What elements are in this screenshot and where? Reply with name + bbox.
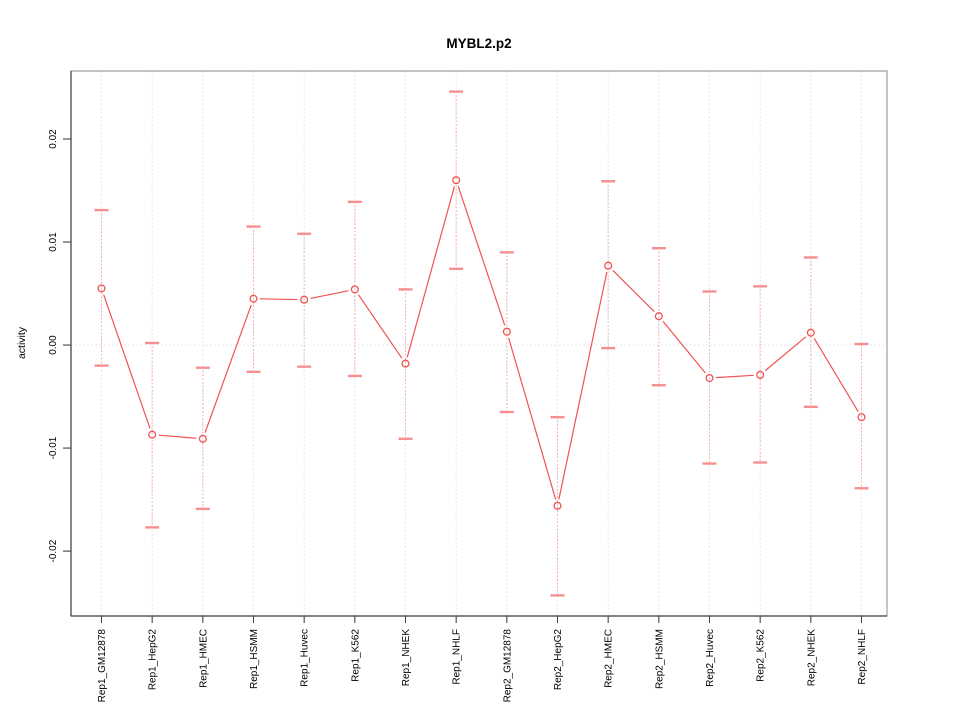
series-segment xyxy=(662,320,706,374)
series-segment xyxy=(558,271,608,500)
series-segment xyxy=(813,337,859,412)
data-point xyxy=(857,413,866,422)
x-tick-label: Rep1_HMEC xyxy=(198,629,209,688)
data-point xyxy=(350,285,359,294)
series-segment xyxy=(612,269,655,313)
x-tick-label: Rep1_K562 xyxy=(350,629,361,682)
series-segment xyxy=(259,298,298,301)
x-tick-label: Rep2_HMEC xyxy=(604,629,615,688)
x-tick-label: Rep2_HepG2 xyxy=(553,629,564,691)
y-tick-label: 0.02 xyxy=(48,129,59,149)
x-tick-label: Rep1_HepG2 xyxy=(148,629,159,691)
y-tick-label: -0.01 xyxy=(48,436,59,459)
y-tick-label: -0.02 xyxy=(48,539,59,562)
chart-title: MYBL2.p2 xyxy=(446,36,511,51)
x-tick-label: Rep2_NHLF xyxy=(857,629,868,685)
x-tick-label: Rep2_K562 xyxy=(756,629,767,682)
x-tick-label: Rep1_HSMM xyxy=(249,629,260,689)
plot-area: -0.02 -0.01 0.00 0.01 0.02 Rep1_GM12878 Rep1_H… xyxy=(48,70,888,703)
x-tick-label: Rep1_NHLF xyxy=(452,629,463,685)
series-segment xyxy=(508,337,557,500)
data-point xyxy=(401,359,410,368)
data-point xyxy=(300,295,309,304)
data-point xyxy=(249,294,258,303)
data-point xyxy=(553,501,562,510)
series-segment xyxy=(715,374,754,379)
y-axis-label: activity xyxy=(16,326,28,359)
series-segment xyxy=(764,336,807,372)
series-segment xyxy=(103,294,151,429)
y-tick-label: 0.01 xyxy=(48,232,59,252)
plot-box xyxy=(70,70,888,617)
data-point xyxy=(148,430,157,439)
data-point xyxy=(756,370,765,379)
x-tick-label: Rep2_Huvec xyxy=(705,629,716,687)
data-point xyxy=(502,327,511,336)
x-tick-label: Rep2_NHEK xyxy=(806,629,817,687)
series-segment xyxy=(158,434,197,439)
data-point xyxy=(705,373,714,383)
data-point xyxy=(97,284,106,293)
series-segment xyxy=(358,294,403,359)
data-point xyxy=(654,312,663,321)
data-point xyxy=(604,261,613,270)
y-tick-label: 0.00 xyxy=(48,335,59,355)
series-segment xyxy=(310,290,349,300)
x-tick-label: Rep1_NHEK xyxy=(401,629,412,687)
x-tick-label: Rep2_HSMM xyxy=(654,629,665,689)
data-point xyxy=(452,176,461,185)
x-tick-label: Rep2_GM12878 xyxy=(502,629,513,703)
x-tick-label: Rep1_GM12878 xyxy=(97,629,108,703)
series-segment xyxy=(204,304,252,433)
series-segment xyxy=(406,186,456,358)
data-point xyxy=(198,434,207,443)
series-segment xyxy=(457,186,506,326)
x-tick-label: Rep1_Huvec xyxy=(300,629,311,687)
data-point xyxy=(806,328,815,337)
